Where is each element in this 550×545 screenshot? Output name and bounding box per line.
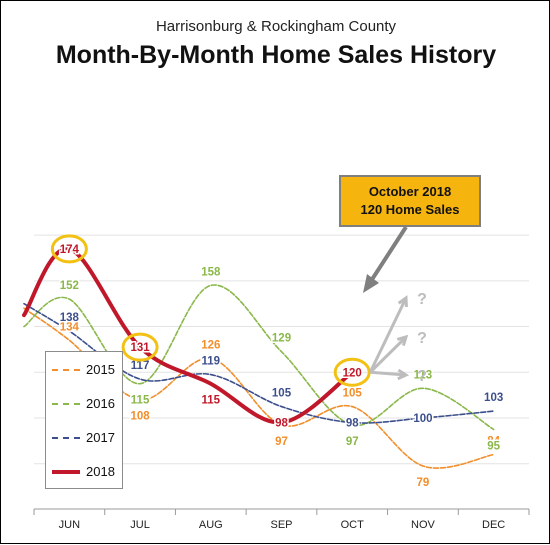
data-label-2015-nov: 79: [417, 477, 430, 489]
x-tick-label-jul: JUL: [130, 519, 150, 531]
projection-arrow-head: [397, 368, 410, 381]
data-label-2016-oct: 97: [346, 436, 359, 448]
data-label-2018-sep: 98: [275, 418, 288, 430]
legend-swatch: [52, 403, 80, 405]
data-label-2018-jul: 131: [130, 342, 150, 354]
projection-arrow: [368, 297, 408, 373]
x-tick-label-dec: DEC: [482, 519, 505, 531]
legend-item-2016: 2016: [52, 394, 122, 414]
legend-item-2017: 2017: [52, 428, 122, 448]
legend-swatch: [52, 470, 80, 474]
projection-arrow-head: [397, 295, 408, 308]
series-line-2017: [23, 302, 495, 424]
data-label-2018-jun: 174: [60, 244, 80, 256]
data-label-2016-dec: 95: [487, 440, 500, 452]
x-tick-label-nov: NOV: [411, 519, 436, 531]
data-label-2015-jun: 134: [60, 321, 80, 333]
data-label-2017-jul: 117: [131, 360, 150, 372]
legend-swatch: [52, 369, 80, 371]
data-label-2015-sep: 97: [275, 436, 288, 448]
data-label-2015-jul: 108: [130, 411, 150, 423]
data-label-2016-jul: 115: [131, 395, 150, 407]
highlight-circle-jun: [50, 234, 88, 264]
data-label-2018-aug: 115: [202, 395, 221, 407]
data-label-2015-dec: 84: [487, 436, 500, 448]
data-label-2017-oct: 98: [346, 418, 359, 430]
legend-swatch: [52, 437, 80, 439]
projection-question-mark: ?: [417, 330, 427, 347]
legend-item-2018: 2018: [52, 462, 122, 482]
data-label-2015-aug: 126: [201, 340, 220, 352]
x-tick-label-jun: JUN: [59, 519, 80, 531]
legend-item-2015: 2015: [52, 360, 122, 380]
highlight-circle-oct: [333, 357, 371, 387]
legend-label: 2016: [86, 396, 115, 411]
callout-arrow-head: [363, 274, 379, 293]
x-tick-label-sep: SEP: [270, 519, 292, 531]
chart-title: Month-By-Month Home Sales History: [55, 41, 497, 69]
highlight-circle-jul: [121, 332, 159, 362]
chart-legend: 2015 2016 2017 2018: [45, 351, 123, 489]
data-label-2015-oct: 105: [343, 388, 363, 400]
series-line-2018: [22, 246, 355, 425]
data-label-2017-sep: 105: [272, 388, 292, 400]
x-tick-label-oct: OCT: [341, 519, 365, 531]
data-label-2017-dec: 103: [484, 392, 503, 404]
data-label-2016-nov: 113: [414, 369, 433, 381]
projection-arrow: [369, 335, 408, 374]
annotation-line-2: 120 Home Sales: [360, 202, 460, 217]
data-label-2016-sep: 129: [272, 333, 291, 345]
data-label-2017-aug: 119: [202, 356, 221, 368]
legend-label: 2017: [86, 430, 115, 445]
data-label-2016-aug: 158: [201, 266, 221, 278]
callout-arrow-shaft: [369, 225, 408, 283]
annotation-line-1: October 2018: [368, 184, 452, 199]
projection-question-mark: ?: [417, 368, 427, 385]
data-label-2016-jun: 152: [60, 280, 79, 292]
legend-label: 2018: [86, 464, 115, 479]
data-label-2017-nov: 100: [413, 413, 432, 425]
series-line-2016: [23, 284, 495, 431]
annotation-callout: October 2018 120 Home Sales: [339, 175, 481, 227]
projection-arrow: [370, 370, 407, 377]
x-tick-label-aug: AUG: [199, 519, 223, 531]
chart-subtitle: Harrisonburg & Rockingham County: [155, 18, 397, 35]
legend-label: 2015: [86, 362, 115, 377]
projection-question-mark: ?: [417, 291, 427, 308]
data-label-2018-oct: 120: [343, 367, 362, 379]
data-label-2017-jun: 138: [60, 312, 80, 324]
projection-arrow-head: [396, 334, 409, 347]
